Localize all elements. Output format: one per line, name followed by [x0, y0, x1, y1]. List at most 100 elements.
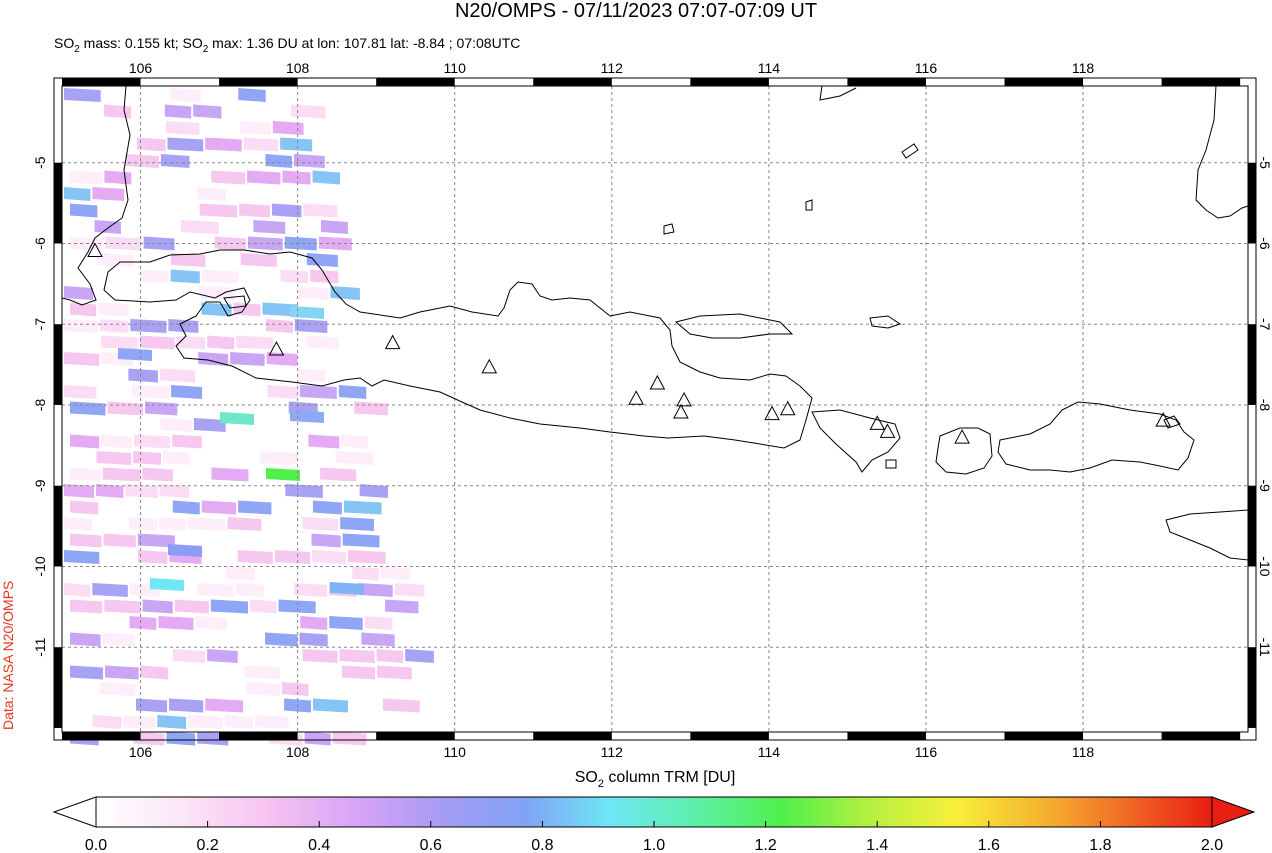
so2-pixel — [312, 170, 340, 185]
so2-pixel — [321, 220, 348, 234]
lat-label-left: -5 — [32, 156, 48, 169]
so2-pixel — [70, 302, 97, 317]
so2-pixel — [157, 715, 187, 729]
lat-label-left: -9 — [32, 479, 48, 492]
so2-pixel — [300, 616, 328, 630]
island-karimunjawa — [663, 223, 675, 235]
so2-pixel — [159, 517, 186, 531]
so2-pixel-high — [266, 468, 300, 481]
lat-label-right: -10 — [1257, 556, 1272, 576]
so2-pixel — [180, 220, 219, 234]
so2-pixel — [145, 401, 178, 416]
colorbar-tick-label: 0.2 — [196, 837, 218, 853]
border-bar-right — [1248, 162, 1256, 244]
so2-pixel — [129, 616, 157, 630]
border-bar-right — [1248, 324, 1256, 405]
lat-label-right: -5 — [1257, 156, 1272, 169]
so2-pixel — [311, 533, 341, 548]
so2-pixel — [308, 434, 340, 449]
so2-pixel — [246, 682, 280, 696]
so2-pixel — [101, 434, 133, 449]
so2-pixel — [361, 632, 395, 647]
sumba-coast — [1165, 509, 1249, 561]
so2-pixel — [243, 137, 279, 152]
so2-pixel — [170, 269, 200, 284]
lon-label-top: 108 — [286, 60, 310, 76]
colorbar-tick-label: 1.0 — [643, 837, 665, 853]
so2-pixel — [262, 302, 299, 317]
so2-pixel — [142, 467, 173, 482]
so2-pixel — [92, 187, 125, 201]
sumbawa-coast — [997, 401, 1195, 473]
so2-pixel — [169, 698, 204, 713]
so2-pixel — [306, 253, 338, 267]
so2-pixel — [271, 203, 302, 218]
so2-pixel — [197, 187, 226, 201]
border-bar-top — [533, 78, 612, 86]
so2-pixel — [104, 170, 132, 185]
so2-pixel — [96, 253, 134, 267]
so2-pixel — [385, 599, 419, 614]
colorbar-label: SO2 column TRM [DU] — [575, 769, 736, 790]
border-bar-bottom — [1161, 732, 1241, 740]
so2-pixel — [224, 715, 254, 729]
so2-pixel — [176, 335, 206, 350]
border-bar-top — [376, 78, 455, 86]
so2-pixel — [266, 352, 298, 366]
so2-pixel — [205, 137, 242, 152]
so2-pixel — [123, 715, 156, 729]
volcano-icon — [268, 340, 285, 356]
so2-pixel — [201, 302, 232, 317]
island-small-3 — [1163, 415, 1181, 429]
so2-pixel — [70, 434, 100, 449]
sulawesi-coast — [1195, 85, 1249, 219]
island-nusa-penida — [885, 459, 897, 469]
colorbar-tick-label: 0.0 — [85, 837, 107, 853]
so2-pixel — [280, 137, 313, 152]
so2-pixel — [193, 418, 226, 432]
border-bar-left — [54, 485, 62, 567]
so2-pixel — [195, 616, 227, 630]
so2-pixel — [341, 665, 376, 680]
so2-pixel — [104, 599, 141, 614]
so2-pixel — [267, 385, 298, 399]
so2-pixel — [265, 154, 292, 168]
colorbar-tick-label: 0.8 — [531, 837, 553, 853]
volcano-icon — [87, 242, 103, 258]
border-bar-top — [690, 78, 769, 86]
so2-pixel — [352, 566, 379, 581]
so2-pixel-high — [118, 348, 152, 361]
so2-pixel — [198, 352, 229, 366]
volcano-icon — [869, 415, 886, 430]
lombok-coast — [935, 427, 993, 475]
so2-pixel — [354, 401, 388, 416]
lon-label-top: 106 — [129, 60, 153, 76]
so2-pixel — [302, 517, 339, 531]
volcano-icon — [628, 390, 644, 405]
coastlines — [61, 85, 1249, 561]
lat-label-left: -11 — [32, 637, 48, 656]
page-title: N20/OMPS - 07/11/2023 07:07-07:09 UT — [455, 0, 817, 22]
so2-pixel — [137, 550, 168, 564]
so2-pixel — [64, 286, 94, 300]
so2-pixel-high — [150, 578, 184, 591]
island-small-1 — [223, 295, 247, 309]
so2-pixel — [140, 665, 169, 680]
so2-pixel — [99, 682, 136, 696]
so2-pixel-high — [290, 306, 324, 319]
so2-pixel — [274, 550, 311, 564]
border-bar-right — [1248, 647, 1256, 728]
so2-pixel — [101, 335, 138, 350]
so2-pixel — [100, 319, 129, 333]
volcano-icon — [779, 400, 796, 416]
so2-pixel — [340, 517, 375, 531]
so2-pixel — [64, 550, 100, 564]
so2-pixel — [291, 104, 326, 119]
so2-pixel — [125, 154, 159, 168]
lon-label-top: 118 — [1072, 60, 1095, 76]
so2-pixel — [98, 302, 130, 317]
map-frame — [61, 85, 1249, 733]
colorbar-min-arrow — [52, 796, 97, 828]
so2-pixel — [236, 335, 274, 350]
